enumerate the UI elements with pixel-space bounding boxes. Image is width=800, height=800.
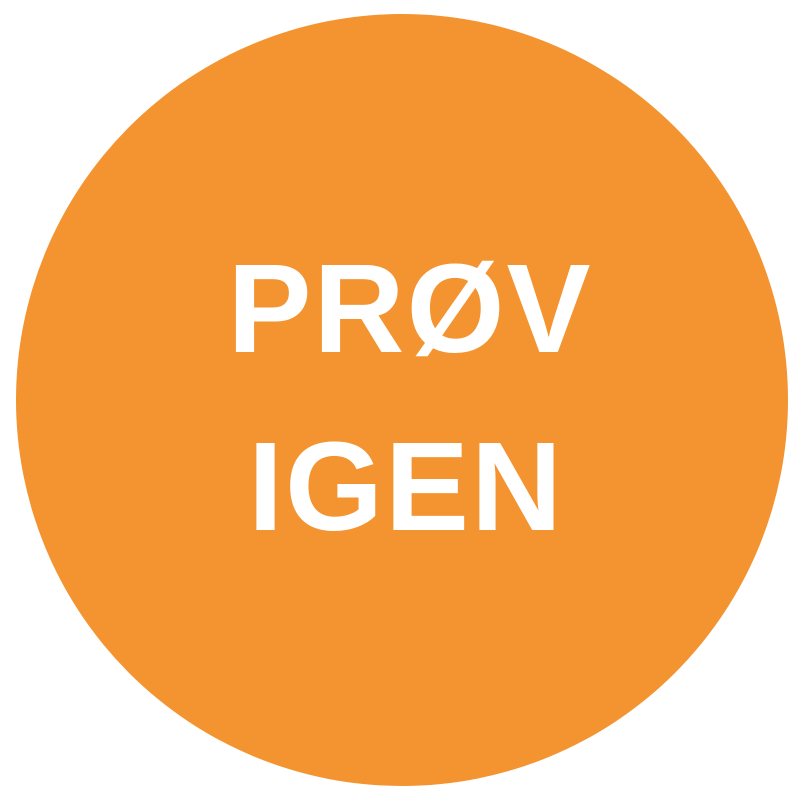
retry-label-line-2: IGEN: [247, 416, 565, 557]
retry-button[interactable]: PRØV IGEN: [16, 14, 788, 786]
retry-label-line-1: PRØV: [227, 238, 593, 379]
